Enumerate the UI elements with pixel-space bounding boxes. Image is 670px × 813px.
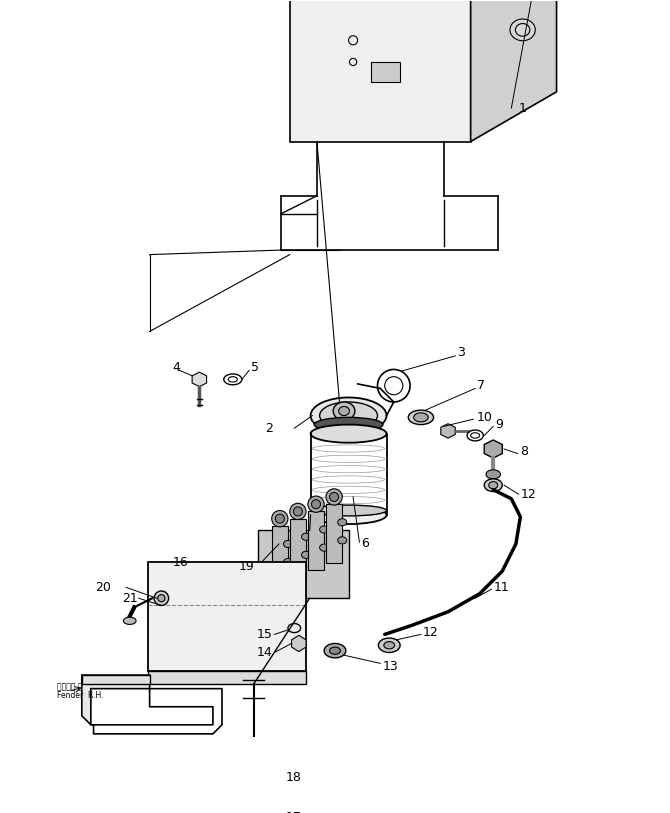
Text: 7: 7 [477, 379, 485, 392]
Ellipse shape [333, 402, 355, 420]
Text: 12: 12 [423, 626, 438, 639]
Ellipse shape [272, 511, 288, 527]
Polygon shape [484, 440, 502, 458]
Text: 14: 14 [257, 646, 272, 659]
Ellipse shape [330, 493, 338, 502]
Polygon shape [82, 675, 149, 684]
Ellipse shape [311, 506, 387, 524]
Text: 18: 18 [285, 771, 301, 784]
Text: 4: 4 [172, 361, 180, 374]
Polygon shape [308, 511, 324, 570]
Ellipse shape [484, 479, 502, 492]
Polygon shape [441, 424, 456, 438]
Ellipse shape [320, 544, 329, 551]
Ellipse shape [320, 402, 377, 429]
Polygon shape [148, 562, 306, 671]
Polygon shape [290, 0, 470, 141]
Text: 10: 10 [477, 411, 493, 424]
Ellipse shape [275, 514, 284, 524]
Text: 9: 9 [495, 418, 503, 431]
Text: 13: 13 [383, 659, 399, 672]
Polygon shape [192, 372, 206, 387]
Polygon shape [291, 635, 306, 651]
Ellipse shape [486, 470, 500, 479]
Ellipse shape [510, 19, 535, 41]
Ellipse shape [311, 424, 387, 443]
Text: 8: 8 [521, 446, 529, 459]
Text: 16: 16 [172, 555, 188, 568]
Text: 3: 3 [457, 346, 465, 359]
Ellipse shape [247, 774, 260, 781]
Ellipse shape [413, 413, 428, 422]
Ellipse shape [379, 638, 400, 653]
Ellipse shape [408, 410, 433, 424]
Ellipse shape [308, 496, 324, 512]
Text: 19: 19 [239, 560, 254, 573]
Ellipse shape [470, 433, 480, 438]
Ellipse shape [324, 643, 346, 658]
Text: 11: 11 [493, 580, 509, 593]
Text: 20: 20 [95, 580, 111, 593]
Ellipse shape [311, 505, 387, 516]
Ellipse shape [384, 641, 395, 649]
Ellipse shape [320, 526, 329, 533]
Polygon shape [148, 671, 306, 684]
Ellipse shape [302, 533, 311, 541]
Ellipse shape [154, 591, 169, 606]
Ellipse shape [245, 787, 263, 798]
Text: 2: 2 [265, 422, 273, 435]
Text: 1: 1 [519, 102, 527, 115]
Ellipse shape [338, 537, 347, 544]
Ellipse shape [338, 406, 350, 415]
Text: 5: 5 [251, 361, 259, 374]
Ellipse shape [123, 617, 136, 624]
Text: 17: 17 [285, 811, 301, 813]
Text: 12: 12 [521, 488, 536, 501]
Ellipse shape [314, 417, 383, 432]
Ellipse shape [283, 541, 293, 548]
Ellipse shape [302, 551, 311, 559]
Polygon shape [290, 519, 306, 577]
Ellipse shape [311, 398, 387, 433]
Ellipse shape [157, 594, 165, 602]
Ellipse shape [488, 481, 498, 489]
Ellipse shape [312, 500, 320, 509]
Polygon shape [258, 530, 348, 598]
Ellipse shape [338, 519, 347, 526]
Ellipse shape [293, 506, 302, 516]
Text: フェンダ 右: フェンダ 右 [58, 682, 83, 691]
Text: Fender  R.H.: Fender R.H. [58, 691, 104, 700]
Ellipse shape [228, 376, 237, 382]
Text: 21: 21 [123, 592, 138, 605]
Ellipse shape [330, 647, 340, 654]
Ellipse shape [290, 503, 306, 520]
Ellipse shape [326, 489, 342, 505]
Polygon shape [470, 0, 557, 141]
Text: 6: 6 [361, 537, 369, 550]
Polygon shape [272, 526, 288, 585]
Bar [371, 62, 400, 82]
Ellipse shape [245, 803, 262, 812]
Polygon shape [82, 675, 149, 725]
Polygon shape [326, 504, 342, 563]
Text: 15: 15 [257, 628, 272, 641]
Ellipse shape [283, 559, 293, 566]
